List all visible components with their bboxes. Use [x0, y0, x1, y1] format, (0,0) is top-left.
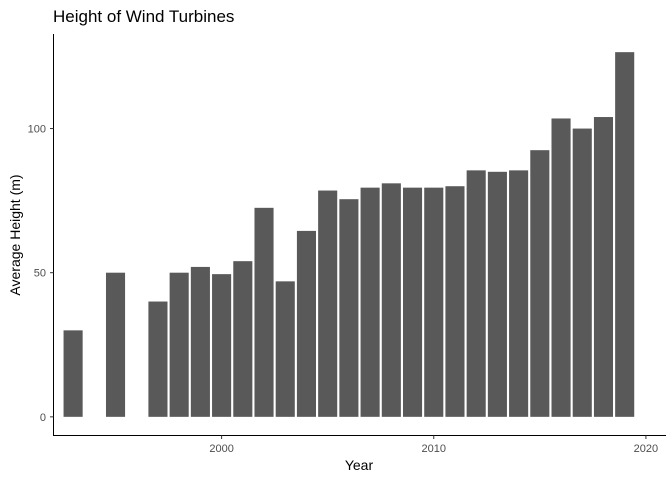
bar-1999 [190, 266, 210, 417]
bar-2008 [381, 183, 401, 417]
bar-2019 [615, 52, 635, 417]
bar-2010 [424, 187, 444, 417]
bar-2006 [339, 199, 359, 417]
y-ticks-group: 0 50 100 [28, 124, 54, 424]
bar-2011 [445, 186, 465, 417]
bar-2009 [402, 187, 423, 417]
bar-2013 [487, 171, 507, 417]
bar-2000 [212, 274, 232, 417]
y-tick-label-0: 0 [40, 412, 46, 424]
x-tick-label-2010: 2010 [422, 443, 446, 455]
bar-2017 [572, 128, 592, 417]
bar-1997 [148, 301, 168, 417]
y-tick-label-100: 100 [28, 124, 46, 136]
y-tick-label-50: 50 [34, 268, 46, 280]
chart-title: Height of Wind Turbines [53, 7, 234, 26]
y-axis-title: Average Height (m) [7, 174, 23, 295]
bar-1995 [105, 272, 126, 417]
bar-2003 [275, 281, 295, 417]
bar-2001 [233, 261, 253, 417]
bar-2012 [466, 170, 486, 417]
bar-2018 [593, 117, 614, 417]
bar-1993 [63, 330, 83, 417]
bar-2005 [318, 190, 338, 417]
x-ticks-group: 2000 2010 2020 [209, 435, 658, 455]
bar-2014 [509, 170, 529, 417]
bar-2002 [254, 207, 274, 417]
bar-2016 [551, 118, 571, 417]
x-tick-label-2000: 2000 [209, 443, 233, 455]
x-axis-title: Year [345, 457, 374, 473]
bars-group [63, 52, 635, 417]
bar-2004 [296, 230, 316, 417]
x-tick-label-2020: 2020 [634, 443, 658, 455]
bar-2015 [530, 150, 550, 417]
bar-2007 [360, 187, 380, 417]
bar-1998 [169, 272, 189, 417]
